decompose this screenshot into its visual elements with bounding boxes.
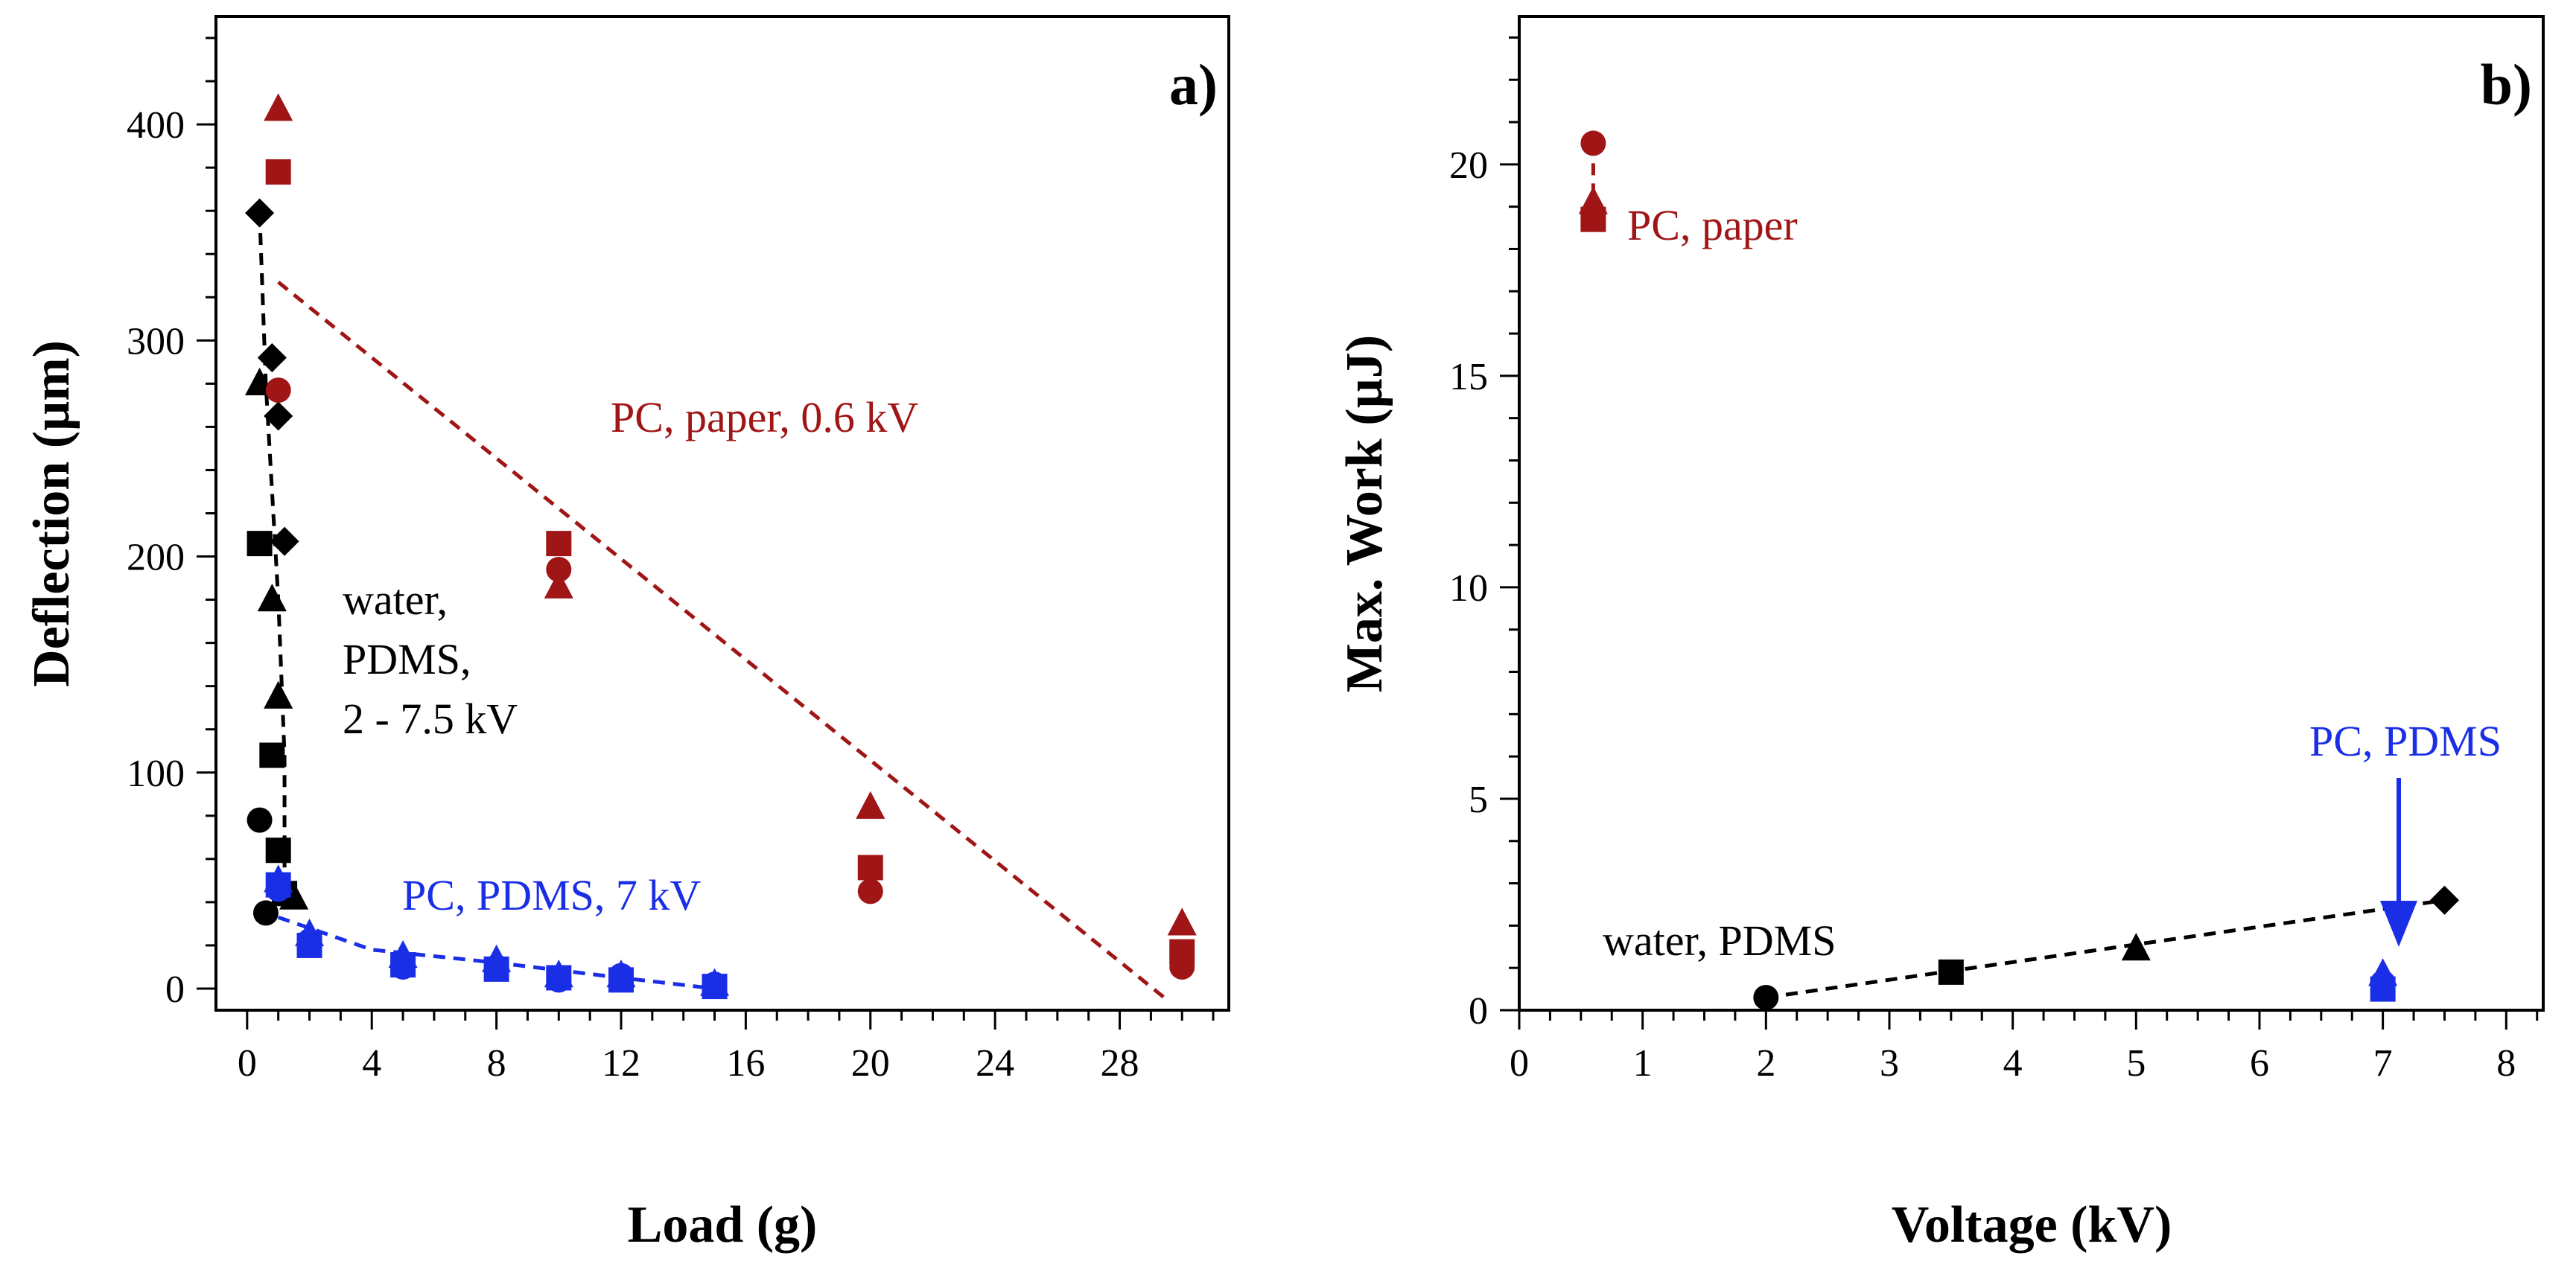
x-tick-label: 4 [2003,1042,2023,1085]
y-tick-label: 100 [127,753,185,795]
y-tick-label: 5 [1469,779,1488,821]
water-diamond-point [257,342,287,373]
y-tick-label: 15 [1449,356,1488,398]
plot-frame-a [214,15,1230,1012]
y-tick-label: 200 [127,537,185,579]
panel-label-a: a) [1169,52,1218,117]
pdms-triangle-point [606,960,636,988]
x-tick-label: 4 [362,1042,381,1085]
water-fit-line [258,213,287,913]
paper-square-point [546,531,572,557]
x-tick-label: 8 [2496,1042,2516,1085]
annotation-pc-pdms-b: PC, PDMS [2309,717,2502,765]
water-square-point [259,742,285,768]
plot-frame-b [1518,15,2545,1012]
b-fit-lines [1591,143,2445,1000]
y-axis-label-b: Max. Work (µJ) [1336,335,1393,692]
b-points [1578,130,2460,1010]
water-diamond-point [270,526,299,556]
water-triangle-point [257,584,287,612]
annotation-water-line1: water, [343,575,448,624]
x-tick-label: 12 [602,1042,640,1085]
pdms-triangle-point [294,918,325,947]
paper-circle-point [265,377,291,403]
paper-triangle-point [856,791,885,819]
x-tick-label: 1 [1633,1042,1653,1085]
paper-triangle-point [264,93,293,121]
water-circle-point [247,807,273,833]
y-tick-label: 10 [1449,567,1488,610]
x-tick-label: 8 [487,1042,506,1085]
paper-point [1580,130,1606,156]
annotation-water-b: water, PDMS [1603,916,1836,965]
x-tick-label: 24 [976,1042,1014,1085]
x-axis-label-b: Voltage (kV) [1892,1196,2172,1254]
paper-square-point [265,159,291,185]
a-ticks: 0 4 8 12 16 20 24 28 0 100 200 300 400 [127,36,1215,1085]
y-axis-label-a: Deflection (µm) [23,340,80,687]
x-tick-label: 20 [851,1042,890,1085]
water-square-point [265,837,291,864]
water-triangle-point [279,881,309,910]
b-ticks: 0 1 2 3 4 5 6 7 8 0 5 10 15 20 [1449,36,2539,1085]
annotation-water-line2: PDMS, [343,635,471,683]
paper-square-point [1169,939,1195,965]
x-tick-label: 5 [2126,1042,2146,1085]
pdms-triangle-point [482,944,512,972]
x-tick-label: 0 [238,1042,257,1085]
water-square-point [247,531,273,557]
paper-triangle-point [1167,907,1197,936]
water-triangle-point [264,680,293,709]
y-tick-label: 20 [1449,144,1488,187]
pdms-point [2370,976,2396,1002]
water-diamond-point [264,401,293,431]
x-tick-label: 16 [726,1042,765,1085]
paper-circle-point [857,878,883,904]
pdms-triangle-point [264,864,293,893]
y-tick-label: 0 [1469,990,1488,1033]
arrow-pc-pdms-head [2380,901,2417,947]
x-tick-label: 0 [1510,1042,1529,1085]
annotation-pc-paper-b: PC, paper [1627,201,1798,249]
x-tick-label: 3 [1880,1042,1899,1085]
annotation-water-line3: 2 - 7.5 kV [343,695,518,743]
paper-fit-line [277,281,1168,1001]
water-point [1938,959,1964,985]
x-tick-label: 6 [2250,1042,2269,1085]
panel-a: 0 4 8 12 16 20 24 28 0 100 200 300 400 a) PC, paper,… [23,15,1230,1254]
water-point [2429,885,2460,915]
x-tick-label: 2 [1756,1042,1775,1085]
pdms-triangle-point [699,968,730,996]
annotation-pc-pdms: PC, PDMS, 7 kV [402,871,701,919]
water-circle-point [252,900,279,926]
y-tick-label: 0 [165,969,185,1011]
water-diamond-point [245,198,275,228]
x-tick-label: 28 [1101,1042,1139,1085]
paper-square-point [857,855,883,881]
annotation-pc-paper: PC, paper, 0.6 kV [611,393,918,441]
water-point [2121,933,2151,961]
pdms-triangle-point [544,960,573,988]
y-tick-label: 300 [127,320,185,363]
pdms-triangle-point [388,939,418,969]
water-point [1753,984,1779,1010]
paper-triangle-point [544,570,573,599]
a-points [245,93,1197,1000]
panel-label-b: b) [2481,52,2532,117]
water-fit-line [1765,898,2445,1000]
x-tick-label: 7 [2373,1042,2393,1085]
x-axis-label-a: Load (g) [628,1196,818,1254]
y-tick-label: 400 [127,104,185,147]
paper-circle-point [546,556,572,582]
paper-point [1580,206,1606,232]
